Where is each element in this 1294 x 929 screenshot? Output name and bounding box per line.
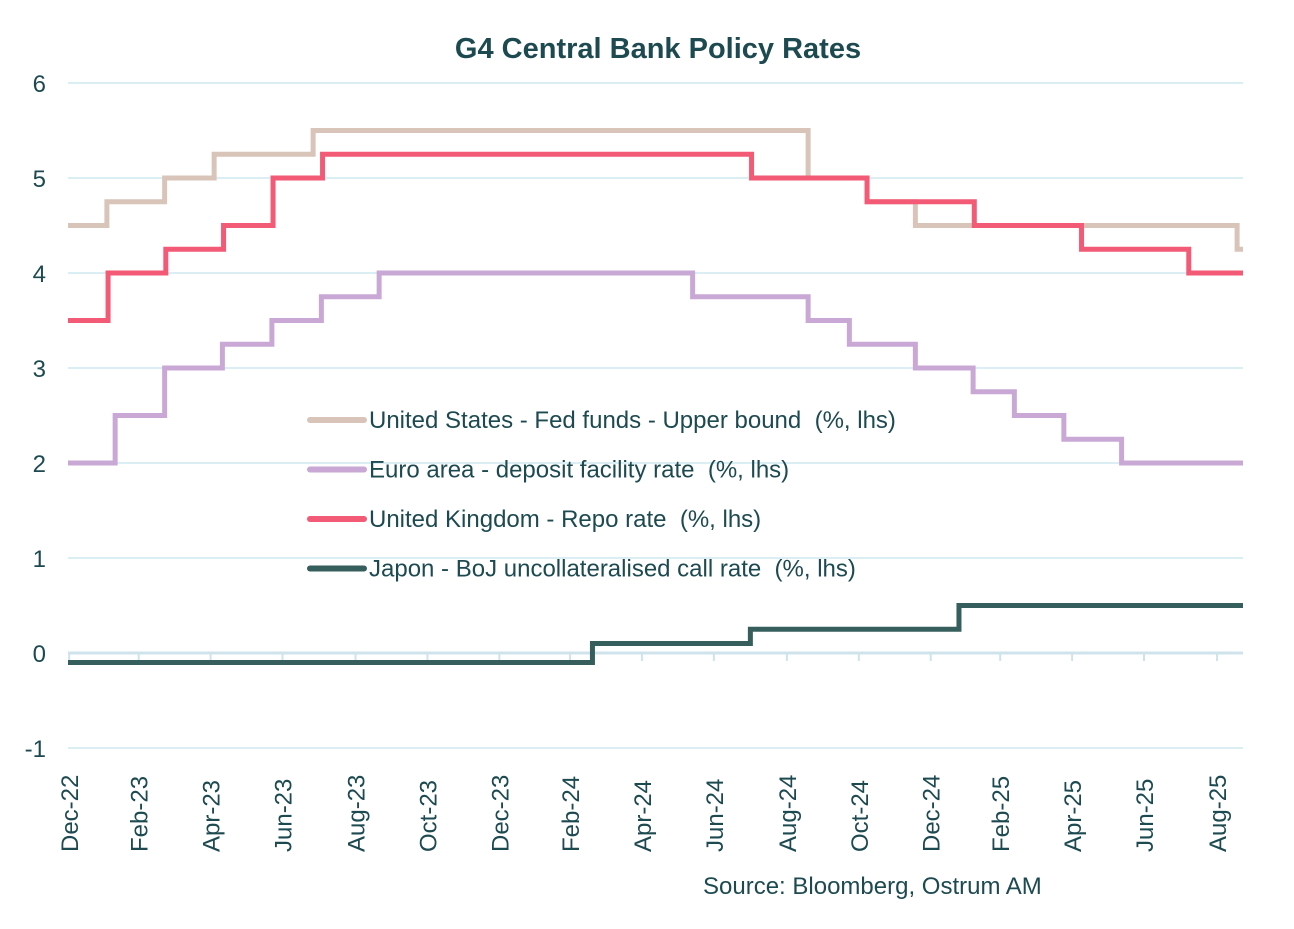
x-tick-label: Oct-24 xyxy=(847,780,874,852)
x-tick-label: Apr-23 xyxy=(199,780,226,852)
x-tick-label: Jun-24 xyxy=(702,779,729,852)
x-tick-label: Dec-24 xyxy=(919,775,946,852)
x-tick-label: Dec-23 xyxy=(487,775,514,852)
series-lines xyxy=(68,128,1243,665)
x-tick-label: Jun-23 xyxy=(270,779,297,852)
legend-label: United States - Fed funds - Upper bound … xyxy=(369,407,896,434)
series-line-2 xyxy=(68,151,1243,323)
y-tick-label: 5 xyxy=(33,166,46,193)
chart-title: G4 Central Bank Policy Rates xyxy=(455,33,861,65)
x-tick-label: Dec-22 xyxy=(57,775,84,852)
series-line-3 xyxy=(68,603,1243,665)
y-tick-label: 3 xyxy=(33,356,46,383)
series-line-0 xyxy=(68,128,1243,252)
legend-label: Euro area - deposit facility rate (%, lh… xyxy=(369,457,789,484)
y-tick-label: -1 xyxy=(25,736,46,763)
y-tick-label: 1 xyxy=(33,546,46,573)
source-note: Source: Bloomberg, Ostrum AM xyxy=(703,873,1042,900)
y-tick-label: 6 xyxy=(33,71,46,98)
gridlines xyxy=(68,82,1243,749)
y-tick-label: 4 xyxy=(33,261,46,288)
y-tick-label: 0 xyxy=(33,641,46,668)
x-tick-label: Aug-24 xyxy=(775,775,802,852)
x-tick-label: Aug-23 xyxy=(344,775,371,852)
x-tick-label: Jun-25 xyxy=(1132,779,1159,852)
y-tick-label: 2 xyxy=(33,451,46,478)
x-tick-label: Oct-23 xyxy=(415,780,442,852)
x-axis: Dec-22 Feb-23 Apr-23 Jun-23 Aug-23 Oct-23 Dec-… xyxy=(57,653,1232,852)
x-tick-label: Feb-25 xyxy=(988,776,1015,852)
legend-label: Japon - BoJ uncollateralised call rate (… xyxy=(369,556,856,583)
legend: United States - Fed funds - Upper bound … xyxy=(307,407,896,583)
x-tick-label: Apr-24 xyxy=(630,780,657,852)
legend-label: United Kingdom - Repo rate (%, lhs) xyxy=(369,506,761,533)
x-tick-label: Aug-25 xyxy=(1205,775,1232,852)
y-axis: 6 5 4 3 2 1 0 -1 xyxy=(25,71,46,763)
x-tick-label: Apr-25 xyxy=(1060,780,1087,852)
series-line-1 xyxy=(68,270,1243,466)
x-tick-label: Feb-24 xyxy=(558,776,585,852)
x-tick-label: Feb-23 xyxy=(127,776,154,852)
